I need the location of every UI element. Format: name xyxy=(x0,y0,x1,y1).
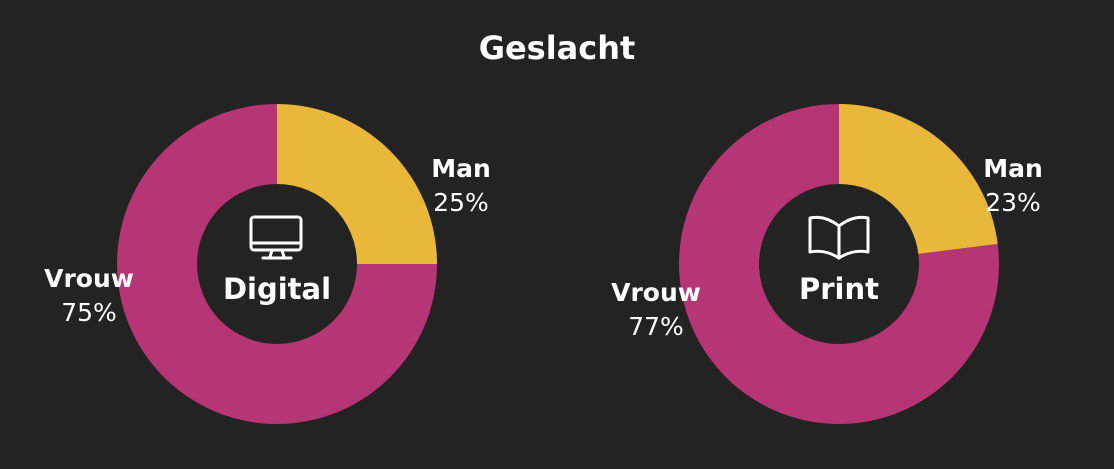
title: Geslacht xyxy=(479,29,636,67)
center-label: Digital xyxy=(223,272,331,306)
slice-label: Vrouw xyxy=(611,278,701,307)
center-label: Print xyxy=(799,272,879,306)
slice-value: 23% xyxy=(985,188,1041,217)
monitor-icon xyxy=(249,215,303,260)
slice-value: 77% xyxy=(628,312,684,341)
slice-label: Vrouw xyxy=(44,264,134,293)
slice xyxy=(839,104,998,254)
slice xyxy=(678,104,999,424)
slice-value: 75% xyxy=(61,298,117,327)
slice-label: Man xyxy=(431,154,491,183)
slice xyxy=(277,104,437,264)
slice-value: 25% xyxy=(433,188,489,217)
slice xyxy=(117,104,437,424)
slice-label: Man xyxy=(983,154,1043,183)
book-icon xyxy=(808,215,870,260)
charts: Man 25% Vrouw 75% Digital Man 23% Vrouw 77% Print xyxy=(44,104,1043,424)
